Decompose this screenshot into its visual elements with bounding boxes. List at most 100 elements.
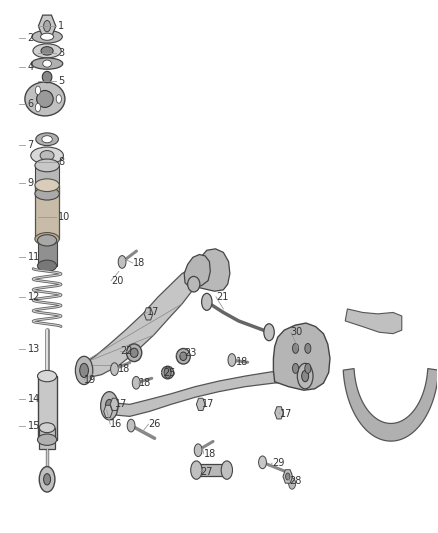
Ellipse shape [38,434,57,446]
Text: 17: 17 [116,399,128,409]
Text: 17: 17 [280,409,292,418]
Circle shape [44,20,50,32]
Text: 5: 5 [58,76,64,86]
Circle shape [35,103,41,112]
Circle shape [297,364,313,389]
Text: 11: 11 [28,252,40,262]
Text: 21: 21 [216,292,228,302]
Polygon shape [78,269,197,377]
Circle shape [201,293,212,310]
Bar [196,464,227,477]
Circle shape [194,444,202,457]
Text: 15: 15 [28,421,40,431]
Text: 1: 1 [58,21,64,31]
Ellipse shape [41,46,53,55]
Circle shape [289,478,296,489]
Text: 18: 18 [138,378,151,388]
Circle shape [293,364,299,373]
Ellipse shape [38,260,57,271]
Ellipse shape [41,33,53,41]
Polygon shape [343,369,438,441]
Bar [38,241,57,266]
Ellipse shape [130,348,138,357]
Text: 18: 18 [204,449,216,459]
Text: 6: 6 [28,99,34,109]
Text: 13: 13 [28,344,40,354]
Circle shape [302,370,309,382]
Text: 23: 23 [184,349,197,359]
Text: 17: 17 [201,399,214,409]
Text: 18: 18 [237,357,249,367]
Circle shape [305,364,311,373]
Polygon shape [196,249,230,291]
Polygon shape [104,370,306,416]
Text: 4: 4 [28,62,34,72]
Bar [35,165,59,193]
Circle shape [228,354,236,366]
Polygon shape [345,309,402,334]
Circle shape [56,95,61,103]
Text: 29: 29 [272,458,284,468]
Ellipse shape [40,150,54,160]
Ellipse shape [32,30,62,43]
Text: 3: 3 [58,48,64,58]
Ellipse shape [180,352,187,360]
Ellipse shape [36,133,58,146]
Circle shape [127,419,135,432]
Circle shape [106,399,113,412]
Ellipse shape [42,136,52,143]
Ellipse shape [35,187,59,200]
Ellipse shape [25,82,65,116]
Ellipse shape [35,179,59,191]
Polygon shape [184,254,210,288]
Polygon shape [273,323,330,390]
Ellipse shape [162,366,174,379]
Circle shape [293,343,299,353]
Circle shape [44,474,50,485]
Text: 22: 22 [120,346,132,357]
Circle shape [286,473,290,480]
Text: 2: 2 [28,33,34,43]
Text: 18: 18 [118,364,130,374]
Ellipse shape [33,44,61,58]
Polygon shape [275,407,283,419]
Text: 28: 28 [290,476,302,486]
Circle shape [35,86,41,95]
Ellipse shape [39,423,55,433]
Text: 19: 19 [84,375,96,385]
Ellipse shape [177,349,190,364]
Ellipse shape [31,147,64,164]
Polygon shape [283,470,293,483]
Circle shape [75,356,93,385]
Text: 20: 20 [111,276,124,286]
Ellipse shape [127,344,142,361]
Ellipse shape [38,370,57,382]
Bar [38,376,57,440]
Text: 25: 25 [164,368,176,378]
Circle shape [258,456,266,469]
Circle shape [305,343,311,353]
Text: 26: 26 [148,419,161,429]
Polygon shape [110,398,119,410]
Ellipse shape [35,159,59,172]
Text: 17: 17 [147,308,159,318]
Text: 8: 8 [58,157,64,167]
Bar [35,185,59,239]
Circle shape [118,256,126,268]
Text: 16: 16 [110,419,123,429]
Text: 30: 30 [291,327,303,337]
Circle shape [80,364,88,377]
Text: 12: 12 [28,292,40,302]
Circle shape [101,392,118,420]
Circle shape [221,461,233,479]
Polygon shape [196,398,205,410]
Ellipse shape [38,235,57,246]
Ellipse shape [32,58,63,69]
Text: 14: 14 [28,394,40,403]
Polygon shape [104,405,113,417]
Circle shape [264,324,274,341]
Polygon shape [144,308,153,320]
Text: 27: 27 [201,466,213,477]
Ellipse shape [187,277,200,292]
Ellipse shape [37,91,53,108]
